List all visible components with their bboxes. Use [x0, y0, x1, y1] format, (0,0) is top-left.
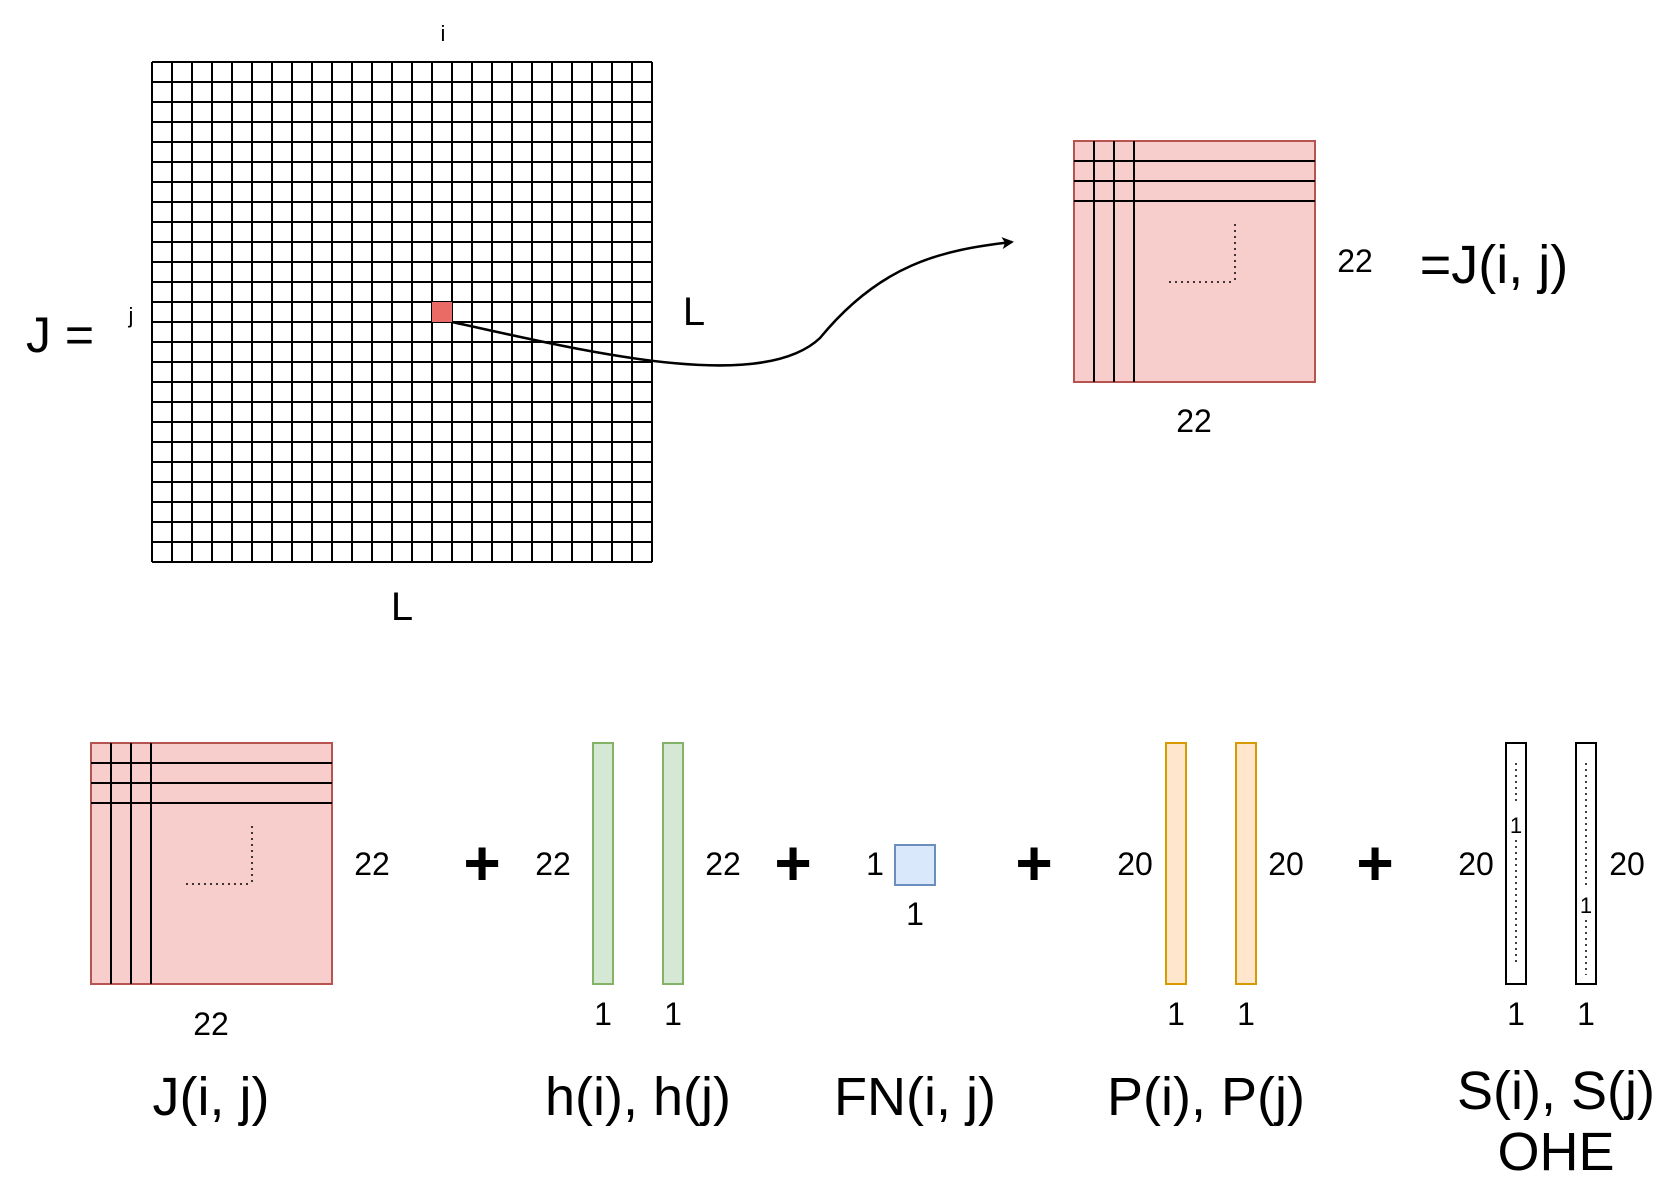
s-i-vector: [1505, 742, 1527, 985]
fn-size-bottom: 1: [906, 896, 924, 932]
s-j-one-entry: 1: [1580, 893, 1592, 918]
s-j-size-bottom: 1: [1577, 996, 1595, 1032]
s-j-vector: [1575, 742, 1597, 985]
s-size-right: 20: [1609, 846, 1645, 882]
index-i-label: i: [441, 21, 446, 46]
h-i-vector: [592, 742, 614, 985]
zoom-arrow: [451, 237, 1014, 367]
highlighted-cell: [432, 302, 452, 322]
plus-sign-2: +: [774, 827, 811, 899]
h-term-label: h(i), h(j): [545, 1067, 731, 1127]
fn-term-label: FN(i, j): [834, 1067, 996, 1127]
plus-sign-4: +: [1356, 827, 1393, 899]
p-j-vector: [1235, 742, 1257, 985]
s-i-one-entry: 1: [1510, 813, 1522, 838]
p-size-left: 20: [1117, 846, 1153, 882]
j-block: [90, 742, 333, 985]
j-equals-label: J =: [26, 307, 94, 363]
s-i-size-bottom: 1: [1507, 996, 1525, 1032]
zoomed-block-size-right: 22: [1337, 243, 1373, 279]
h-j-vector: [662, 742, 684, 985]
h-j-size-bottom: 1: [664, 996, 682, 1032]
p-i-vector: [1165, 742, 1187, 985]
j-term-label: J(i, j): [153, 1067, 270, 1127]
j-block-size-bottom: 22: [193, 1006, 229, 1042]
h-size-right: 22: [705, 846, 741, 882]
plus-sign-3: +: [1015, 827, 1052, 899]
p-j-size-bottom: 1: [1237, 996, 1255, 1032]
h-size-left: 22: [535, 846, 571, 882]
h-i-size-bottom: 1: [594, 996, 612, 1032]
zoomed-block: [1073, 140, 1316, 383]
p-i-size-bottom: 1: [1167, 996, 1185, 1032]
grid-size-right-label: L: [683, 290, 705, 334]
s-term-label: S(i), S(j): [1457, 1061, 1655, 1121]
s-term-label-ohe: OHE: [1497, 1122, 1614, 1182]
fn-size-left: 1: [866, 846, 884, 882]
s-size-left: 20: [1458, 846, 1494, 882]
contact-map-grid: [151, 61, 653, 563]
index-j-label: j: [128, 303, 134, 328]
fn-scalar: [894, 844, 936, 886]
j-block-size-right: 22: [354, 846, 390, 882]
grid-size-bottom-label: L: [391, 585, 413, 629]
p-term-label: P(i), P(j): [1107, 1067, 1305, 1127]
p-size-right: 20: [1268, 846, 1304, 882]
zoomed-block-size-bottom: 22: [1176, 403, 1212, 439]
plus-sign-1: +: [463, 827, 500, 899]
zoomed-block-equals: =J(i, j): [1420, 235, 1569, 295]
